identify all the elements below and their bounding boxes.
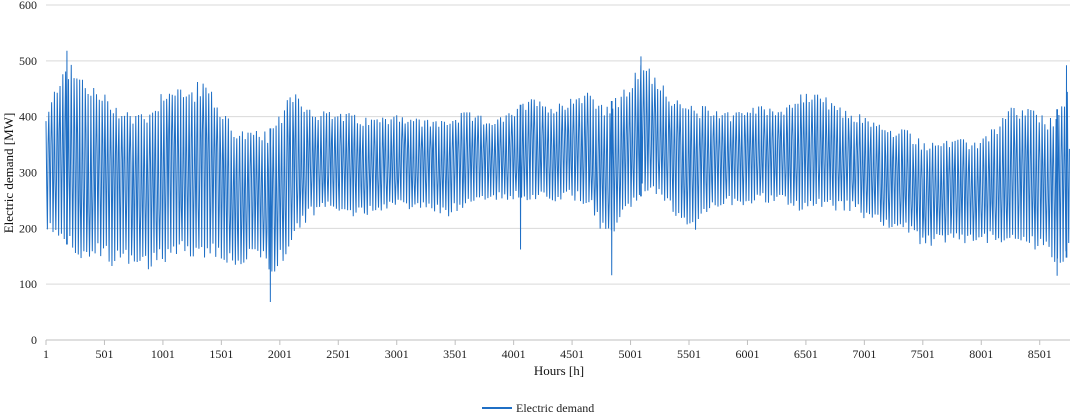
y-tick-label: 300 <box>19 166 37 180</box>
x-axis-title: Hours [h] <box>534 363 584 378</box>
x-tick-label: 2501 <box>326 347 350 361</box>
legend-label-electric-demand: Electric demand <box>516 401 594 414</box>
x-tick-label: 6001 <box>735 347 759 361</box>
series-line-electric-demand <box>45 50 1070 303</box>
x-tick-label: 5501 <box>677 347 701 361</box>
x-axis-ticks: 1 501 1001 1501 2001 2501 3001 3501 4001 4501 5001… <box>43 340 1052 361</box>
y-tick-label: 400 <box>19 110 37 124</box>
x-tick-label: 3501 <box>443 347 467 361</box>
x-tick-label: 4501 <box>560 347 584 361</box>
x-tick-label: 4001 <box>502 347 526 361</box>
y-tick-label: 600 <box>19 0 37 12</box>
x-tick-label: 8001 <box>969 347 993 361</box>
x-tick-label: 7001 <box>852 347 876 361</box>
x-tick-label: 1 <box>43 347 49 361</box>
y-tick-label: 0 <box>31 333 37 347</box>
x-tick-label: 501 <box>95 347 113 361</box>
x-tick-label: 1501 <box>209 347 233 361</box>
y-axis-ticks: 0 100 200 300 400 500 600 <box>19 0 37 347</box>
y-tick-label: 100 <box>19 277 37 291</box>
y-tick-label: 500 <box>19 54 37 68</box>
x-tick-label: 3001 <box>385 347 409 361</box>
legend: Electric demand <box>482 401 594 414</box>
x-tick-label: 7501 <box>911 347 935 361</box>
y-tick-label: 200 <box>19 221 37 235</box>
x-tick-label: 8501 <box>1028 347 1052 361</box>
x-tick-label: 1001 <box>151 347 175 361</box>
x-tick-label: 2001 <box>268 347 292 361</box>
x-tick-label: 6501 <box>794 347 818 361</box>
y-axis-title: Electric demand [MW] <box>1 113 16 234</box>
x-tick-label: 5001 <box>619 347 643 361</box>
